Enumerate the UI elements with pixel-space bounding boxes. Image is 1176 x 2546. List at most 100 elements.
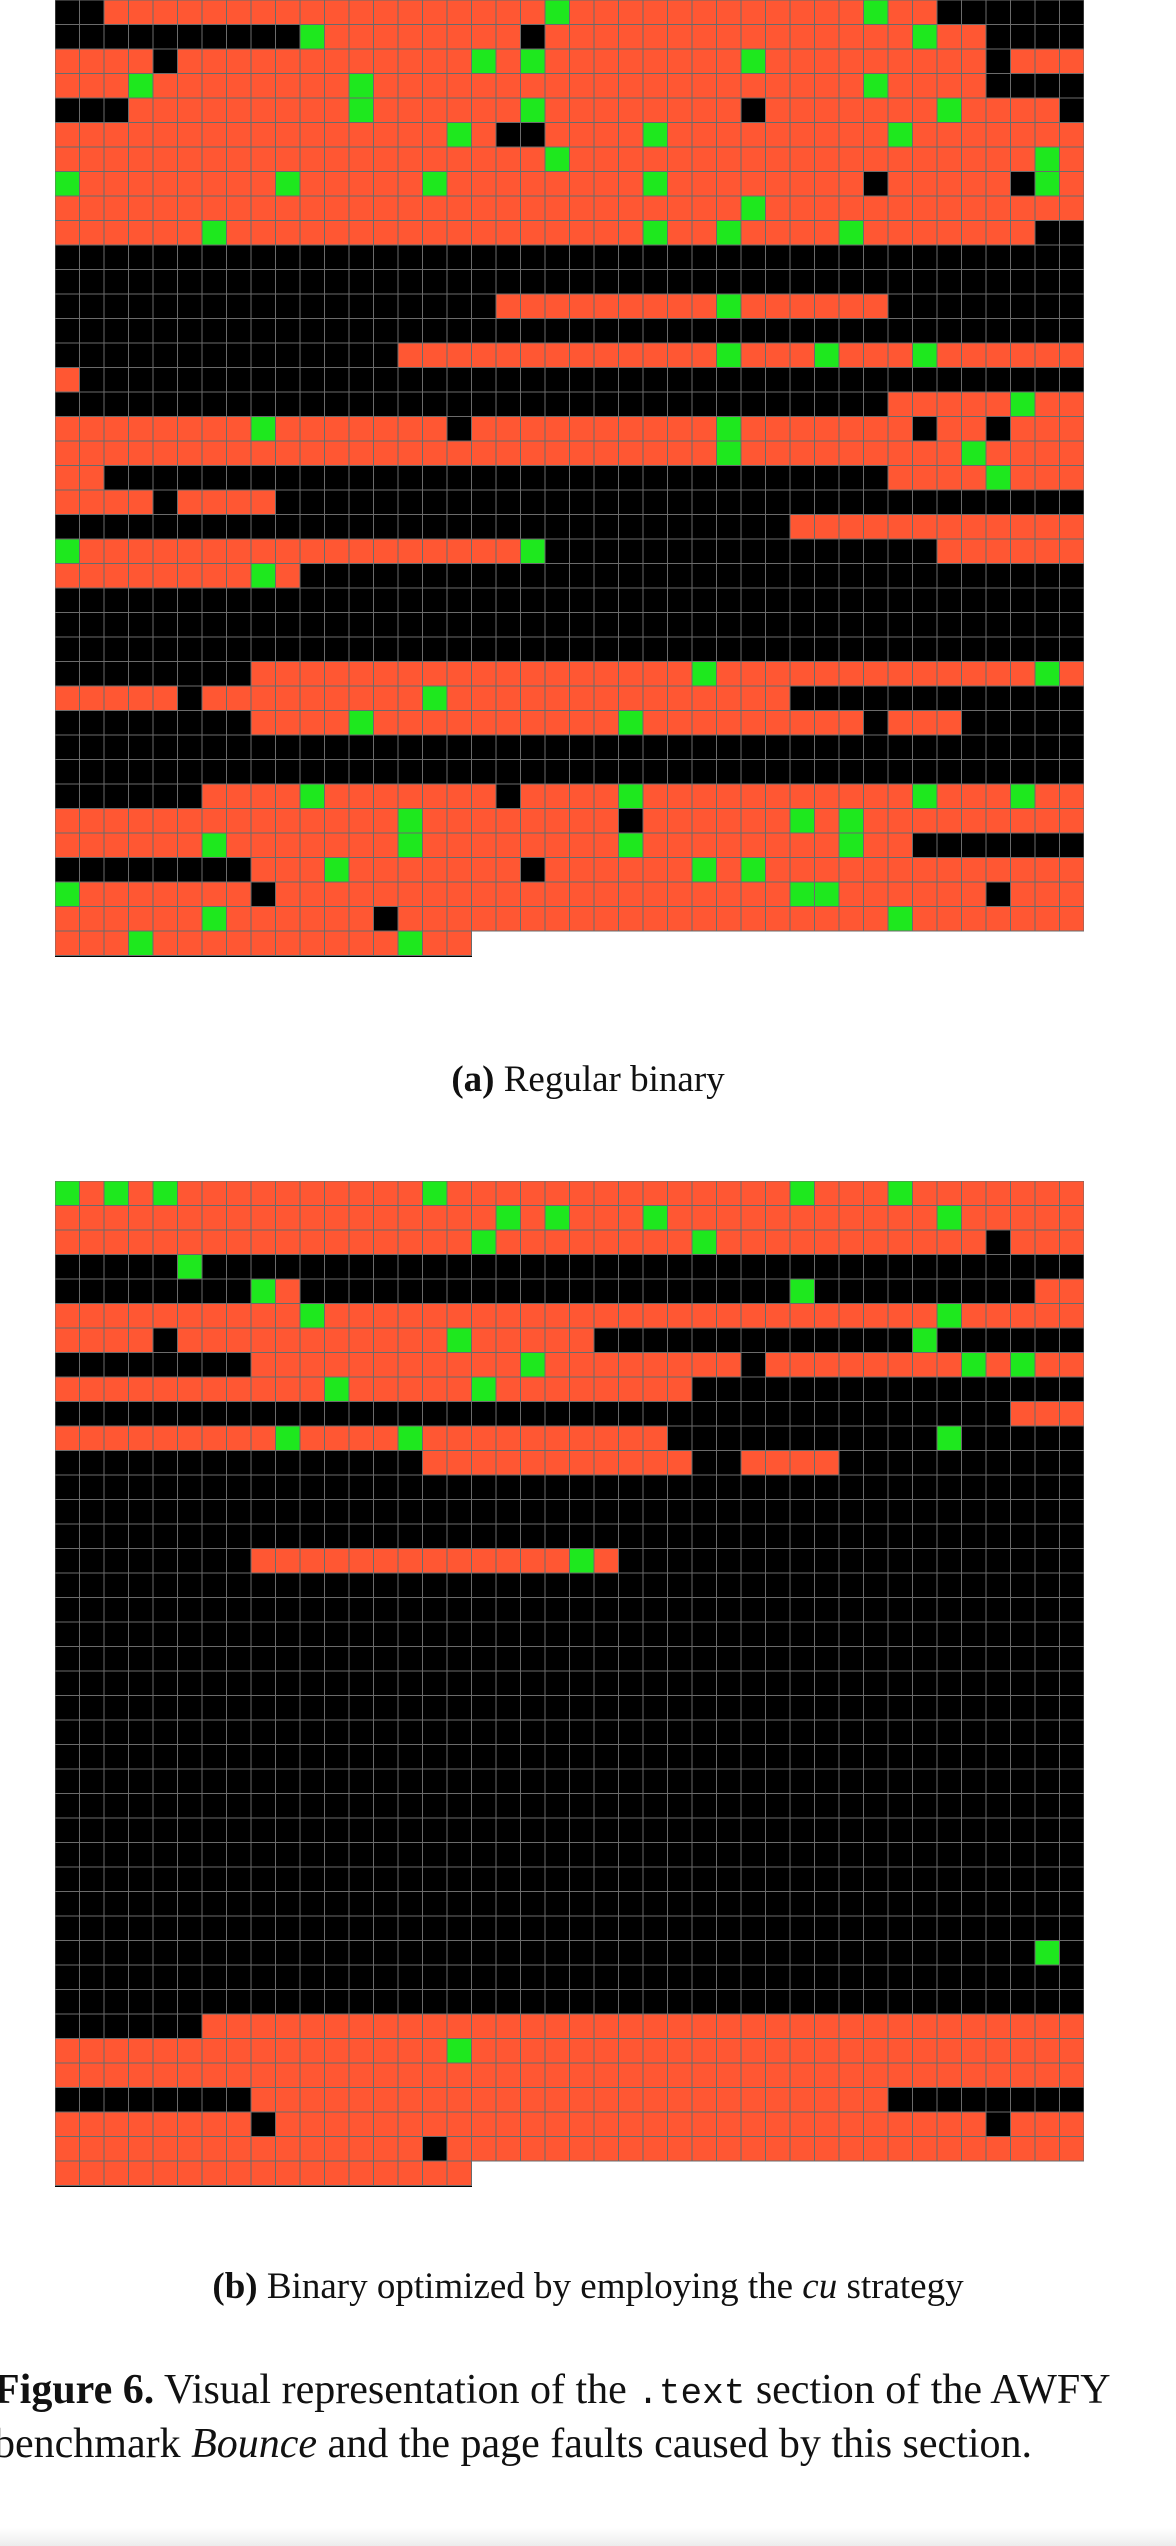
page-cell-unused xyxy=(250,1964,276,1990)
page-cell-unused xyxy=(716,1793,742,1819)
page-cell-resident xyxy=(103,1425,129,1451)
page-cell-unused xyxy=(740,636,766,662)
page-cell-unused xyxy=(79,1744,105,1770)
page-cell-unused xyxy=(520,1915,546,1941)
page-cell-resident xyxy=(299,832,325,858)
page-cell-resident xyxy=(495,195,521,221)
page-cell-unused xyxy=(544,1254,570,1280)
page-cell-unused xyxy=(348,1646,374,1672)
page-cell-unused xyxy=(177,1572,203,1598)
page-cell-resident xyxy=(201,2136,227,2162)
page-cell-resident xyxy=(446,930,472,956)
page-cell-unused xyxy=(299,1254,325,1280)
page-cell-unused xyxy=(226,1793,252,1819)
page-cell-unused xyxy=(593,1866,619,1892)
page-cell-unused xyxy=(226,1352,252,1378)
page-cell-resident xyxy=(863,1229,889,1255)
page-cell-resident xyxy=(740,0,766,25)
page-cell-resident xyxy=(373,1548,399,1574)
page-cell-unused xyxy=(55,1278,80,1304)
page-cell-resident xyxy=(103,220,129,246)
page-cell-resident xyxy=(1059,122,1084,148)
page-cell-unused xyxy=(667,244,693,270)
page-cell-resident xyxy=(55,2038,80,2064)
page-cell-unused xyxy=(177,1278,203,1304)
page-cell-resident xyxy=(520,1303,546,1329)
page-cell-resident xyxy=(55,1376,80,1402)
page-cell-unused xyxy=(569,1523,595,1549)
page-cell-resident xyxy=(1034,1303,1060,1329)
page-cell-resident xyxy=(177,2160,203,2186)
page-cell-resident xyxy=(1034,906,1060,932)
page-cell-resident xyxy=(520,1205,546,1231)
page-cell-resident xyxy=(201,1303,227,1329)
page-cell-unused xyxy=(593,1327,619,1353)
page-cell-resident xyxy=(103,1376,129,1402)
page-cell-unused xyxy=(495,318,521,344)
page-cell-unused xyxy=(79,1866,105,1892)
page-cell-unused xyxy=(716,514,742,540)
page-cell-unused xyxy=(324,391,350,417)
page-cell-resident xyxy=(912,195,938,221)
page-cell-unused xyxy=(55,612,80,638)
page-cell-resident xyxy=(936,808,962,834)
page-cell-fault xyxy=(348,73,374,99)
page-cell-unused xyxy=(128,1646,154,1672)
page-cell-unused xyxy=(569,1401,595,1427)
page-cell-unused xyxy=(324,1572,350,1598)
page-cell-unused xyxy=(838,391,864,417)
page-cell-unused xyxy=(1034,318,1060,344)
page-cell-unused xyxy=(887,1964,913,1990)
page-cell-resident xyxy=(201,1229,227,1255)
page-cell-resident xyxy=(471,440,497,466)
page-cell-unused xyxy=(544,465,570,491)
page-cell-resident xyxy=(348,832,374,858)
page-cell-unused xyxy=(814,1793,840,1819)
page-cell-unused xyxy=(299,1793,325,1819)
page-cell-unused xyxy=(618,1499,644,1525)
page-cell-unused xyxy=(691,1695,717,1721)
page-cell-resident xyxy=(961,122,987,148)
page-cell-resident xyxy=(569,1425,595,1451)
page-cell-unused xyxy=(814,1695,840,1721)
page-cell-resident xyxy=(985,808,1011,834)
page-cell-resident xyxy=(936,857,962,883)
page-cell-unused xyxy=(740,1425,766,1451)
page-cell-resident xyxy=(397,440,423,466)
page-cell-unused xyxy=(544,367,570,393)
page-cell-unused xyxy=(814,489,840,515)
page-cell-resident xyxy=(495,73,521,99)
page-cell-unused xyxy=(667,514,693,540)
page-cell-resident xyxy=(422,881,448,907)
page-cell-unused xyxy=(201,1621,227,1647)
page-cell-resident xyxy=(250,685,276,711)
page-cell-unused xyxy=(79,1523,105,1549)
page-cell-unused xyxy=(520,1940,546,1966)
page-cell-resident xyxy=(446,220,472,246)
page-cell-unused xyxy=(593,734,619,760)
page-cell-unused xyxy=(814,1940,840,1966)
page-cell-unused xyxy=(1034,1548,1060,1574)
page-cell-unused xyxy=(887,587,913,613)
page-cell-unused xyxy=(1034,1621,1060,1647)
page-cell-resident xyxy=(226,2013,252,2039)
page-cell-resident xyxy=(618,2038,644,2064)
page-cell-unused xyxy=(593,489,619,515)
page-cell-resident xyxy=(912,0,938,25)
page-cell-resident xyxy=(789,2062,815,2088)
page-cell-unused xyxy=(152,710,178,736)
page-cell-unused xyxy=(716,1915,742,1941)
page-cell-unused xyxy=(789,244,815,270)
page-cell-unused xyxy=(985,1719,1011,1745)
page-cell-resident xyxy=(152,881,178,907)
page-cell-resident xyxy=(226,881,252,907)
page-cell-unused xyxy=(789,1964,815,1990)
page-cell-unused xyxy=(765,1621,791,1647)
page-cell-unused xyxy=(495,1744,521,1770)
page-cell-resident xyxy=(250,73,276,99)
page-cell-resident xyxy=(544,906,570,932)
page-cell-unused xyxy=(177,661,203,687)
page-cell-unused xyxy=(495,1817,521,1843)
page-cell-unused xyxy=(299,1597,325,1623)
page-cell-unused xyxy=(397,489,423,515)
